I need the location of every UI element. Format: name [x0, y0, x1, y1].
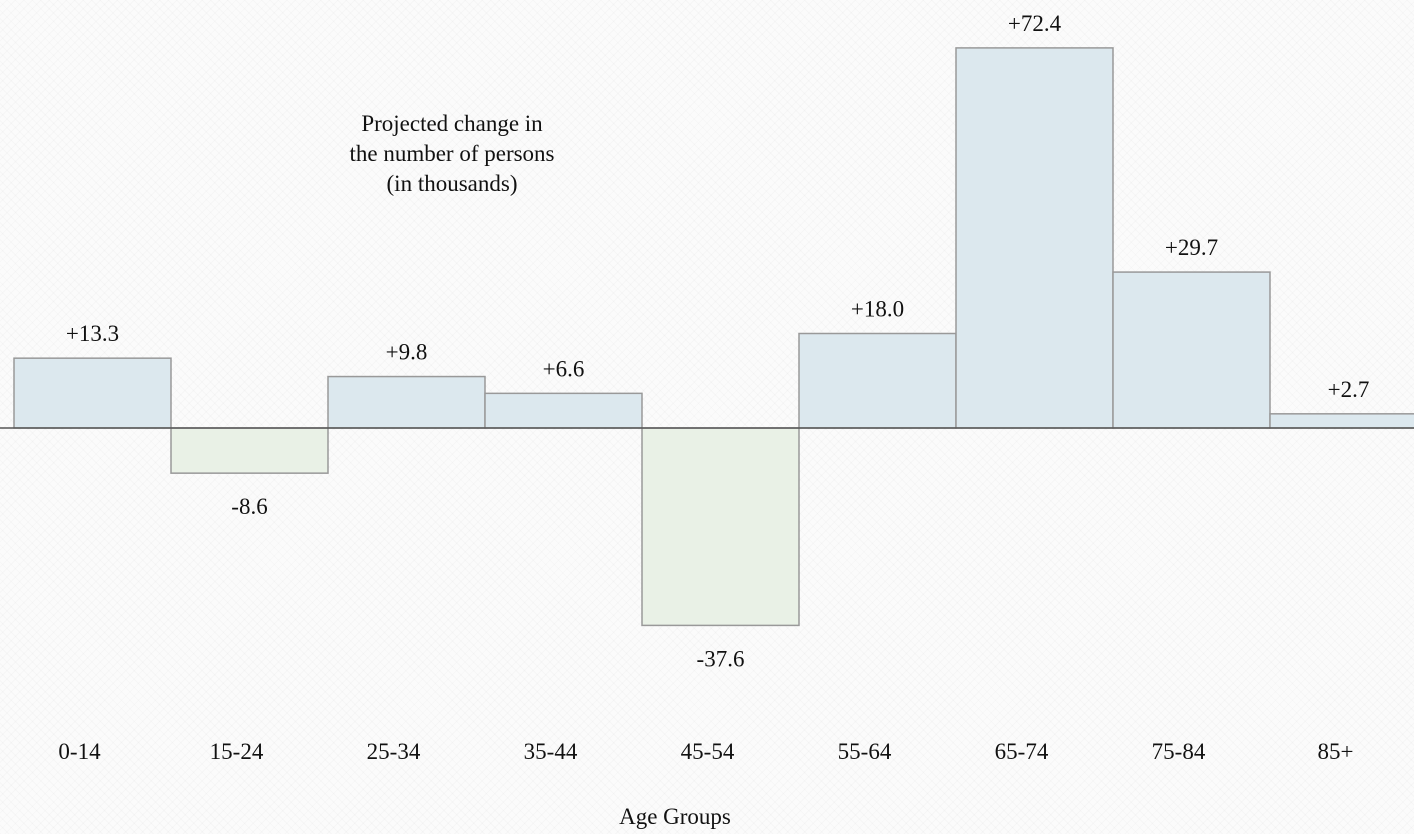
value-label-15-24: -8.6 [231, 494, 267, 519]
category-labels-group: 0-14 15-24 25-34 35-44 45-54 55-64 65-74 75-84 8… [58, 739, 1353, 764]
category-label-35-44: 35-44 [524, 739, 578, 764]
category-label-0-14: 0-14 [58, 739, 101, 764]
bar-25-34 [327, 375, 486, 429]
category-label-15-24: 15-24 [210, 739, 264, 764]
category-label-65-74: 65-74 [995, 739, 1049, 764]
bar-45-54 [641, 427, 800, 627]
value-label-25-34: +9.8 [386, 340, 428, 365]
value-label-85+: +2.7 [1328, 377, 1370, 402]
chart-title-line: the number of persons [349, 141, 554, 166]
bar-65-74 [955, 47, 1114, 429]
chart-title-line: Projected change in [361, 111, 543, 136]
category-label-55-64: 55-64 [838, 739, 892, 764]
value-label-45-54: -37.6 [697, 646, 745, 671]
chart-title: Projected change in the number of persons… [349, 111, 554, 196]
category-label-85+: 85+ [1318, 739, 1354, 764]
value-label-65-74: +72.4 [1008, 11, 1062, 36]
value-labels-group: +13.3 -8.6 +9.8 +6.6 -37.6 +18.0 +72.4 +29.7 +2.… [66, 11, 1369, 672]
bar-85+ [1269, 413, 1414, 429]
category-label-45-54: 45-54 [681, 739, 735, 764]
value-label-75-84: +29.7 [1165, 235, 1218, 260]
bar-35-44 [484, 392, 643, 429]
bar-0-14 [13, 357, 172, 429]
category-label-25-34: 25-34 [367, 739, 421, 764]
chart-title-line: (in thousands) [387, 171, 518, 196]
bars-group [13, 47, 1414, 627]
bar-75-84 [1112, 271, 1271, 429]
value-label-55-64: +18.0 [851, 297, 904, 322]
value-label-35-44: +6.6 [543, 356, 585, 381]
x-axis-title: Age Groups [619, 804, 731, 829]
category-label-75-84: 75-84 [1152, 739, 1206, 764]
bar-55-64 [798, 332, 957, 429]
bar-15-24 [170, 427, 329, 474]
value-label-0-14: +13.3 [66, 321, 119, 346]
